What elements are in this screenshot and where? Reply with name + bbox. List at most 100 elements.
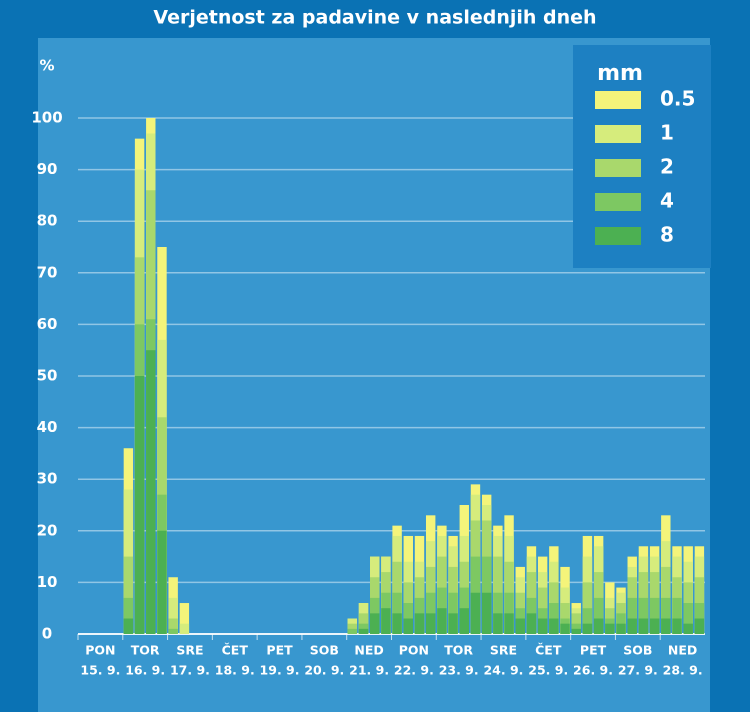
legend-swatch: [595, 91, 641, 109]
chart-title: Verjetnost za padavine v naslednjih dneh: [153, 7, 596, 29]
bar: [370, 613, 380, 634]
x-tick-label: 17. 9.: [170, 663, 210, 678]
bar: [683, 623, 693, 634]
bar: [661, 597, 671, 634]
bar: [123, 618, 134, 634]
x-tick-label: SOB: [623, 643, 652, 658]
bar: [470, 592, 481, 634]
legend-swatch: [595, 193, 641, 211]
legend: mm 0.5 1 2 4 8: [573, 45, 711, 268]
bar: [593, 618, 604, 634]
bar: [481, 592, 492, 634]
y-tick-label: 50: [37, 367, 58, 385]
bar: [649, 597, 660, 634]
x-tick-label: SRE: [490, 643, 517, 658]
bar: [638, 618, 649, 634]
bar: [582, 608, 593, 634]
y-tick-label: 40: [37, 418, 58, 436]
bar: [179, 603, 190, 634]
bar: [134, 376, 145, 634]
bar: [123, 556, 134, 634]
bar: [672, 618, 682, 634]
x-tick-label: 25. 9.: [528, 663, 568, 678]
x-tick-label: 21. 9.: [349, 663, 389, 678]
legend-label: 4: [660, 189, 674, 213]
legend-label: 8: [660, 223, 674, 247]
bars: [123, 118, 705, 635]
x-tick-label: NED: [668, 643, 697, 658]
x-tick-label: ČET: [222, 643, 249, 658]
y-tick-label: 0: [42, 625, 52, 643]
bar: [593, 597, 604, 634]
bar: [123, 597, 134, 634]
bar: [616, 623, 626, 634]
x-tick-label: PON: [399, 643, 429, 658]
bar: [168, 597, 178, 634]
x-tick-label: TOR: [131, 643, 160, 658]
y-unit: %: [39, 57, 54, 75]
bar: [571, 628, 581, 634]
y-tick-label: 60: [37, 315, 58, 333]
grid: 0 10 20 30 40 50 60 70 80 90 100 PON 15. 9. TOR 16. 9.…: [31, 109, 705, 678]
bar: [537, 618, 548, 634]
x-tick-label: PET: [580, 643, 607, 658]
bar: [448, 613, 458, 634]
legend-swatch: [595, 227, 641, 245]
x-tick-label: SRE: [176, 643, 203, 658]
bar: [179, 623, 190, 634]
x-tick-label: 16. 9.: [125, 663, 165, 678]
bar: [683, 603, 693, 634]
x-tick-label: 15. 9.: [80, 663, 120, 678]
bar: [638, 597, 649, 634]
bar: [526, 613, 537, 634]
bar: [694, 618, 705, 634]
x-tick-label: 20. 9.: [304, 663, 344, 678]
y-tick-label: 100: [31, 109, 62, 127]
bar: [381, 608, 391, 634]
bar: [672, 597, 682, 634]
bar: [582, 623, 593, 634]
x-tick-label: 24. 9.: [483, 663, 523, 678]
bar: [437, 608, 447, 634]
bar: [515, 618, 525, 634]
bar: [425, 613, 436, 634]
bar: [627, 618, 637, 634]
y-tick-label: 70: [37, 263, 58, 281]
bar: [560, 623, 570, 634]
x-tick-label: 28. 9.: [663, 663, 703, 678]
x-tick-label: PET: [266, 643, 293, 658]
bar: [549, 618, 559, 634]
x-tick-label: 22. 9.: [394, 663, 434, 678]
bar: [347, 628, 358, 634]
x-tick-label: 19. 9.: [260, 663, 300, 678]
bar: [627, 597, 637, 634]
bar: [459, 608, 469, 634]
bar: [358, 623, 369, 634]
x-tick-label: 27. 9.: [618, 663, 658, 678]
bar: [347, 623, 358, 634]
x-tick-label: 18. 9.: [215, 663, 255, 678]
bar: [493, 613, 503, 634]
bar: [358, 628, 369, 634]
bar: [504, 613, 514, 634]
y-tick-label: 20: [37, 521, 58, 539]
legend-swatch: [595, 159, 641, 177]
bar: [414, 613, 425, 634]
legend-label: 2: [660, 155, 674, 179]
x-tick-label: 23. 9.: [439, 663, 479, 678]
legend-label: 0.5: [660, 87, 695, 111]
bar: [403, 618, 413, 634]
x-tick-label: TOR: [444, 643, 473, 658]
legend-swatch: [595, 125, 641, 143]
bar: [661, 618, 671, 634]
legend-label: 1: [660, 121, 674, 145]
x-tick-label: PON: [85, 643, 115, 658]
y-tick-label: 80: [37, 212, 58, 230]
bar: [571, 623, 581, 634]
bar: [168, 618, 178, 634]
x-tick-label: 26. 9.: [573, 663, 613, 678]
x-tick-label: NED: [354, 643, 383, 658]
y-tick-label: 30: [37, 470, 58, 488]
y-tick-label: 10: [37, 573, 58, 591]
